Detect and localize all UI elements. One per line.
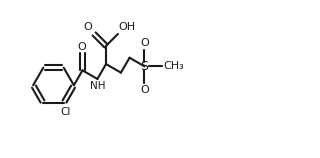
Text: Cl: Cl [60,107,70,117]
Text: OH: OH [119,22,136,32]
Text: S: S [140,60,148,73]
Text: O: O [84,22,92,32]
Text: NH: NH [90,81,105,91]
Text: CH₃: CH₃ [163,61,184,71]
Text: O: O [140,38,149,48]
Text: O: O [140,85,149,94]
Text: O: O [77,42,86,52]
